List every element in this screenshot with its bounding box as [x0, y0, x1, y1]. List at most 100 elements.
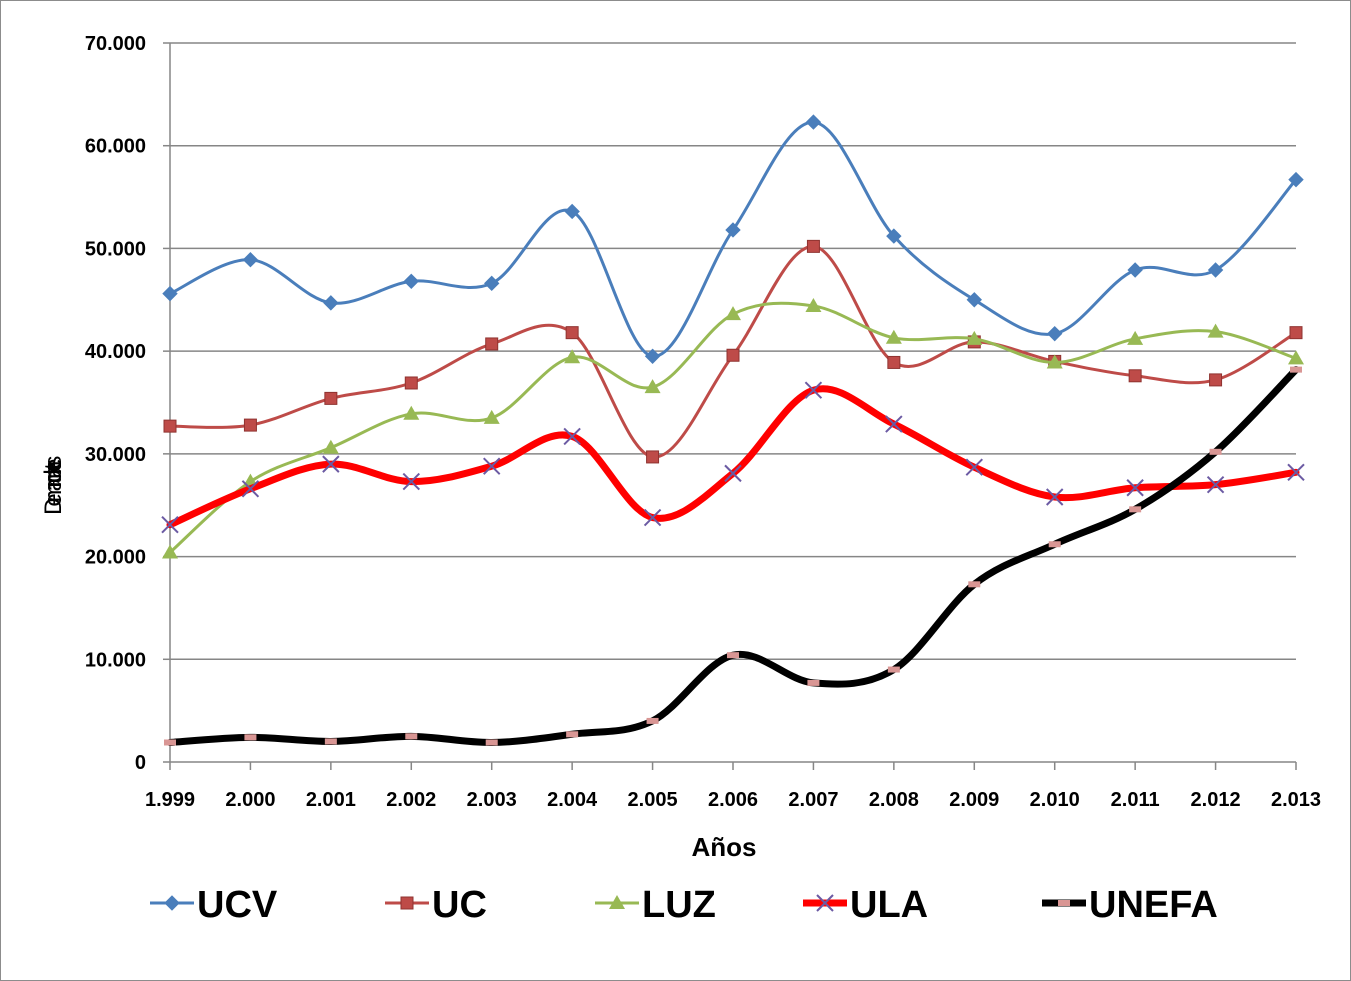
data-point-unefa-2.006	[727, 652, 739, 659]
data-point-unefa-2.007	[807, 679, 820, 686]
marker-stroke	[1046, 488, 1064, 506]
data-point-luz-2.011	[1127, 330, 1144, 345]
data-point-uc-2.012	[1209, 373, 1223, 387]
marker-stroke	[322, 455, 340, 473]
x-tick-label: 2.009	[949, 789, 999, 811]
data-point-uc-2.005	[646, 450, 660, 464]
data-point-luz-2.009	[966, 330, 983, 345]
marker-stroke	[965, 458, 983, 476]
marker-stroke	[885, 415, 903, 433]
data-point-ucv-2.009	[966, 292, 982, 308]
legend-label-ucv: UCV	[197, 884, 278, 926]
x-tick-label: 2.005	[628, 789, 678, 811]
data-point-luz-2.006	[725, 306, 741, 321]
series-ula	[161, 381, 1305, 534]
data-point-ucv-2.003	[484, 275, 500, 292]
marker-stroke	[816, 894, 834, 912]
data-point-uc-2.006	[726, 348, 740, 362]
data-point-ula-2.005	[643, 508, 662, 527]
data-point-ula-2.006	[724, 464, 742, 483]
y-tick-label: 20.000	[85, 547, 146, 569]
data-point-ula-2.000	[241, 480, 260, 498]
legend-marker-ucv	[164, 895, 180, 911]
axes	[163, 42, 1297, 770]
x-axis-label: Años	[692, 832, 757, 862]
x-tick-label: 2.007	[788, 789, 838, 811]
data-point-unefa-2.013	[1290, 366, 1302, 373]
marker-stroke	[643, 508, 662, 527]
data-point-uc-2.013	[1289, 326, 1303, 340]
data-point-unefa-1.999	[164, 739, 176, 746]
y-tick-label: 30.000	[85, 444, 146, 466]
data-point-unefa-2.011	[1129, 506, 1142, 513]
data-point-uc-2.011	[1128, 369, 1142, 383]
marker-stroke	[804, 381, 823, 399]
series-unefa	[164, 366, 1302, 746]
x-tick-label: 2.010	[1030, 789, 1080, 811]
x-tick-label: 2.003	[467, 789, 517, 811]
data-point-luz-2.013	[1288, 350, 1304, 365]
legend-label-uc: UC	[432, 884, 487, 926]
data-point-ula-2.007	[804, 381, 823, 399]
data-point-ucv-1.999	[162, 285, 178, 302]
y-tick-label: 60.000	[85, 136, 146, 158]
marker-stroke	[1126, 479, 1144, 497]
legend-label-luz: LUZ	[642, 884, 716, 926]
data-point-ucv-2.000	[242, 252, 259, 268]
data-point-unefa-2.002	[405, 733, 418, 740]
data-point-ucv-2.013	[1288, 171, 1304, 188]
data-point-luz-2.002	[403, 405, 420, 420]
y-tick-label: 40.000	[85, 341, 146, 363]
data-point-ula-2.010	[1046, 488, 1064, 506]
marker-stroke	[402, 472, 420, 491]
data-point-ucv-2.011	[1127, 262, 1143, 278]
data-point-ucv-2.006	[725, 222, 741, 238]
legend-marker-ula	[816, 894, 834, 912]
y-tick-label: 10.000	[85, 649, 146, 671]
data-point-luz-2.003	[483, 409, 500, 424]
data-point-ula-1.999	[161, 516, 179, 534]
legend-marker-uc	[400, 896, 414, 910]
marker-stroke	[724, 464, 742, 483]
data-point-ula-2.003	[483, 457, 501, 475]
data-point-ula-2.001	[322, 455, 340, 473]
data-point-ucv-2.005	[644, 348, 661, 364]
data-point-ula-2.013	[1287, 463, 1305, 482]
marker-stroke	[563, 427, 581, 446]
data-point-unefa-2.010	[1048, 541, 1061, 548]
data-point-unefa-2.001	[324, 738, 337, 745]
data-point-luz-2.012	[1207, 323, 1224, 338]
data-point-ula-2.009	[965, 458, 983, 476]
y-axis-label: Demandantes	[40, 456, 67, 515]
data-point-luz-2.004	[564, 349, 581, 364]
legend: UCV UC LUZ ULA UNEFA	[150, 884, 1218, 926]
legend-item-ucv: UCV	[150, 884, 278, 926]
series-line-unefa	[166, 366, 1300, 746]
x-tick-label: 2.012	[1191, 789, 1241, 811]
y-tick-label: 70.000	[85, 33, 146, 55]
x-tick-label: 2.002	[386, 789, 436, 811]
data-point-unefa-2.003	[485, 739, 498, 746]
data-point-uc-2.000	[243, 418, 257, 432]
marker-stroke	[241, 480, 260, 498]
marker-stroke	[483, 457, 501, 475]
gridlines	[170, 42, 1296, 661]
data-point-luz-2.008	[885, 329, 902, 344]
data-point-luz-2.010	[1046, 354, 1063, 369]
marker-stroke	[1206, 475, 1225, 494]
data-point-uc-2.007	[806, 239, 820, 253]
series-luz	[162, 297, 1304, 559]
x-tick-label: 1.999	[145, 789, 195, 811]
data-point-unefa-2.000	[244, 734, 257, 741]
x-tick-label: 2.006	[708, 789, 758, 811]
series-line-ucv	[168, 120, 1298, 358]
data-point-ula-2.004	[563, 427, 581, 446]
data-point-uc-2.003	[485, 337, 499, 351]
y-tick-label: 50.000	[85, 238, 146, 260]
data-point-ula-2.008	[885, 415, 903, 433]
data-point-ula-2.011	[1126, 479, 1144, 497]
legend-marker-unefa	[1058, 900, 1070, 906]
data-point-ucv-2.007	[805, 114, 822, 130]
legend-item-unefa: UNEFA	[1042, 884, 1218, 926]
